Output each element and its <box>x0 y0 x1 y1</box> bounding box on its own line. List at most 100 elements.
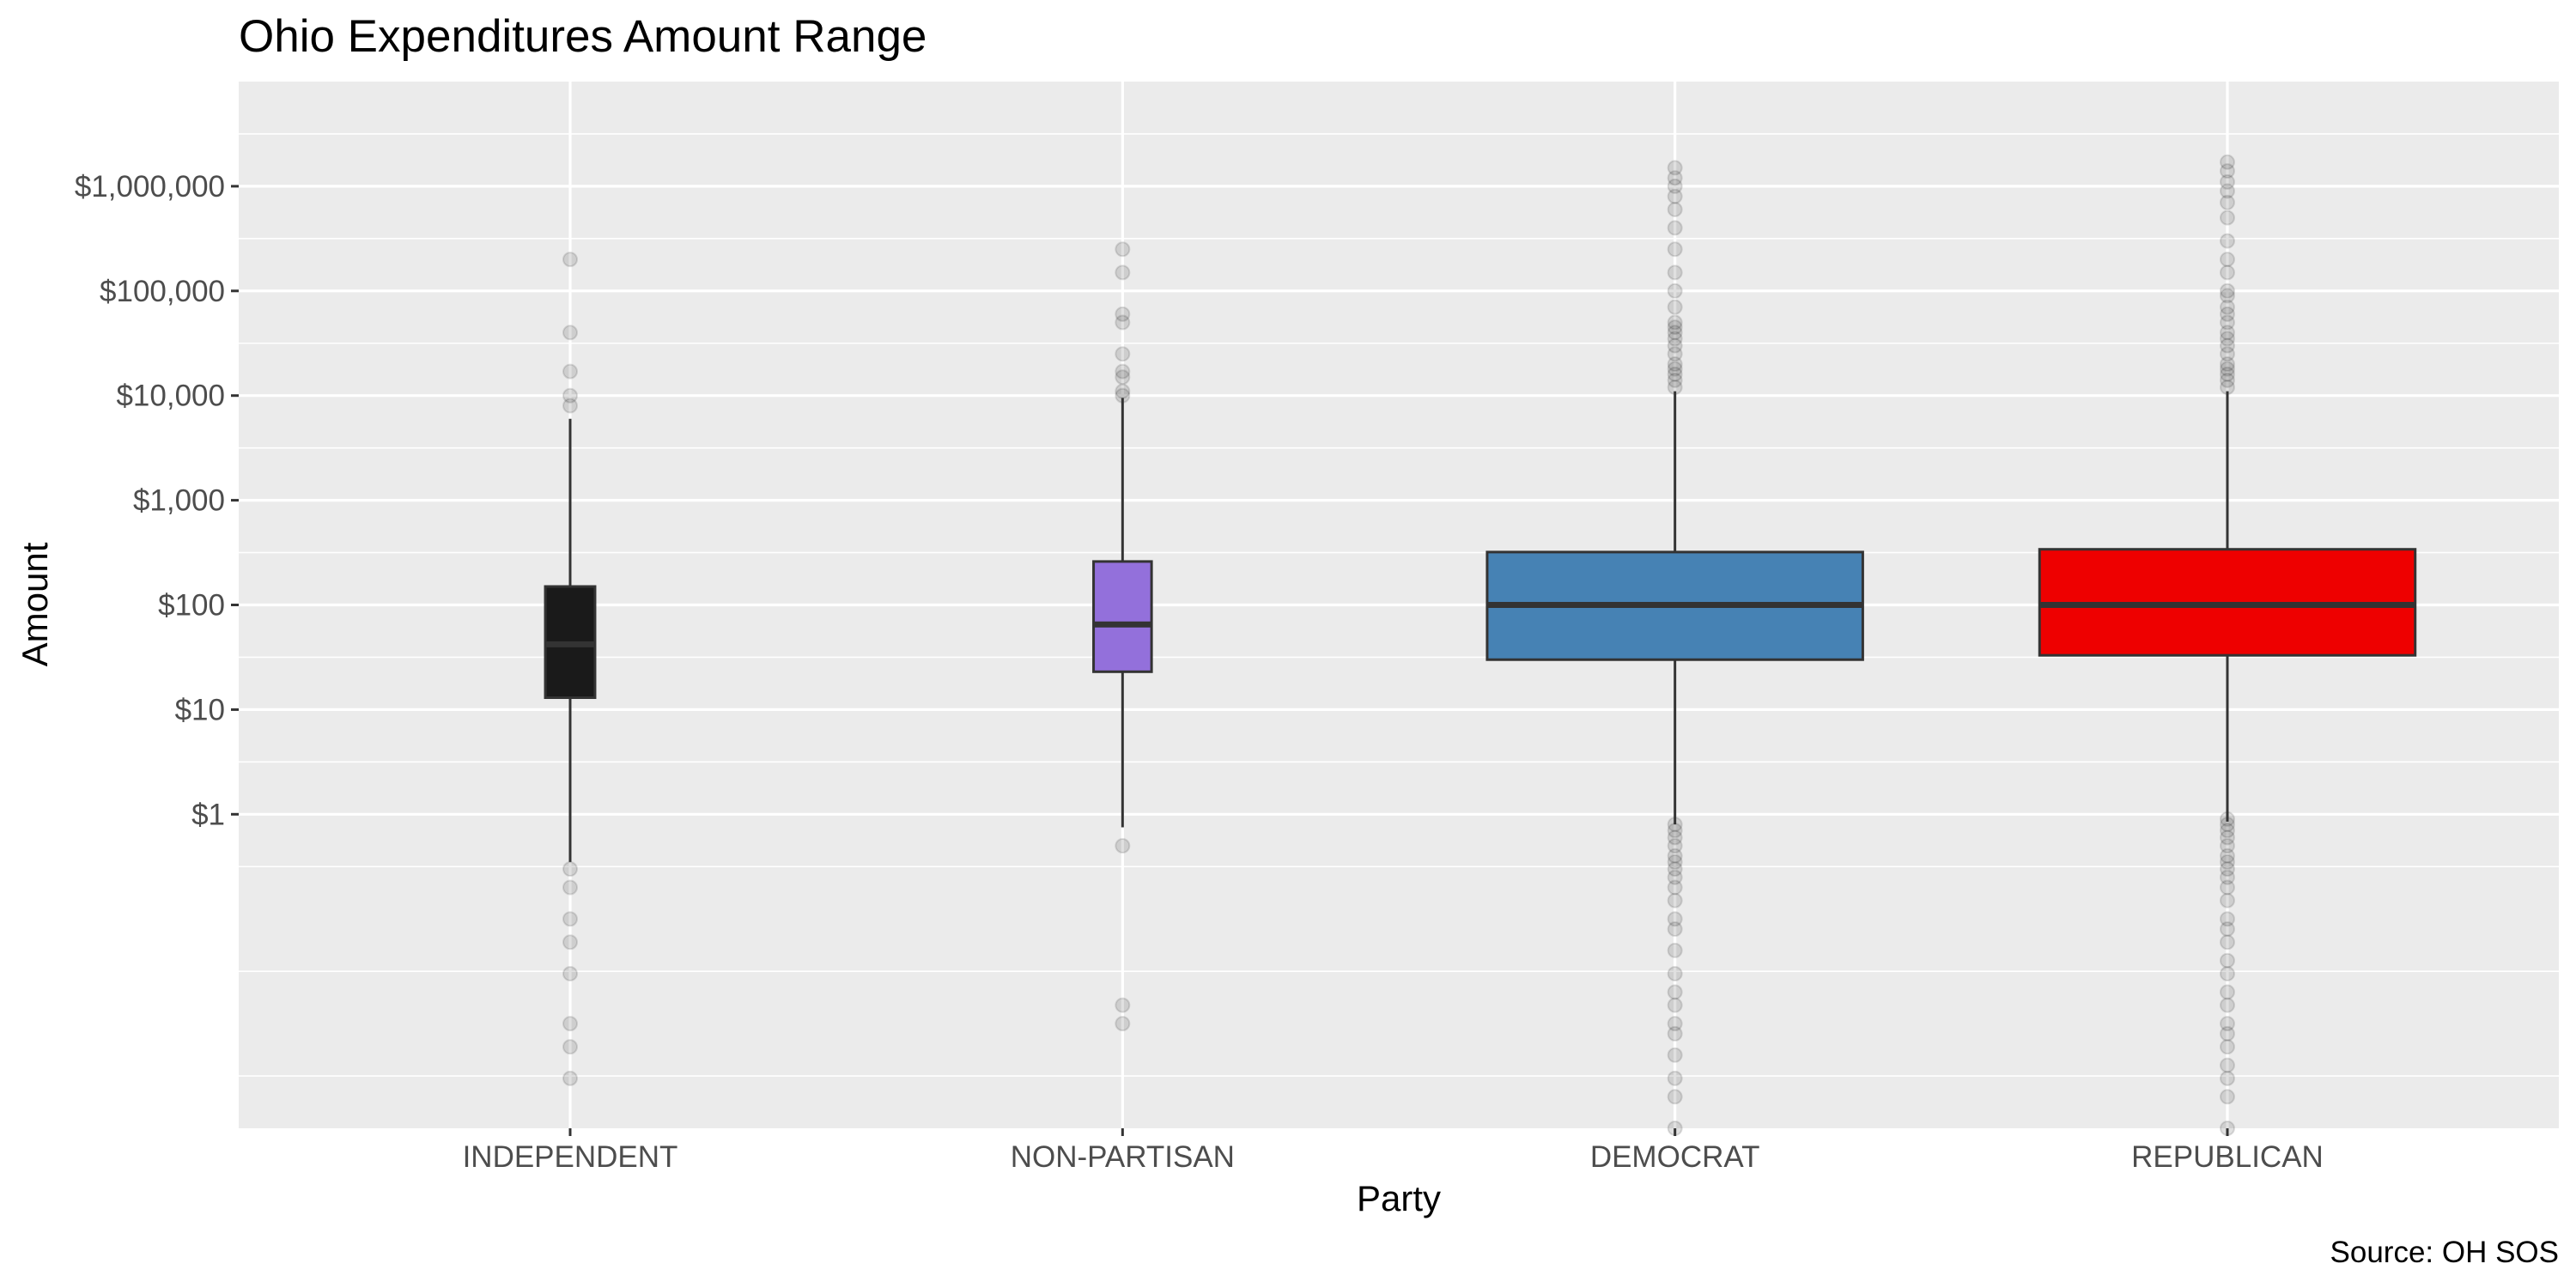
outlier-point <box>1667 241 1683 258</box>
y-axis-title: Amount <box>15 542 55 666</box>
outlier-point <box>2220 829 2235 846</box>
outlier-point <box>1115 383 1131 399</box>
chart-title: Ohio Expenditures Amount Range <box>239 11 927 62</box>
y-tick-label: $1,000,000 <box>75 170 225 204</box>
box-independent <box>544 252 597 1086</box>
outlier-point <box>562 325 578 341</box>
outlier-point <box>1667 892 1683 908</box>
outlier-point <box>2220 154 2235 170</box>
outlier-point <box>1115 314 1131 331</box>
outlier-point <box>2220 879 2235 896</box>
outlier-point <box>1115 346 1131 362</box>
x-tick-label: REPUBLICAN <box>2131 1140 2324 1174</box>
outlier-point <box>1667 372 1683 388</box>
outlier-point <box>2220 306 2235 322</box>
outlier-point <box>2220 1016 2235 1032</box>
box-republican <box>2038 154 2417 1136</box>
outlier-point <box>1667 911 1683 927</box>
outlier-point <box>1667 170 1683 186</box>
outlier-point <box>1667 869 1683 885</box>
outlier-point <box>562 387 578 404</box>
y-tick-label: $100 <box>158 589 225 623</box>
outlier-point <box>2220 283 2235 299</box>
outlier-point <box>562 1016 578 1032</box>
outlier-point <box>1667 201 1683 217</box>
outlier-point <box>2220 921 2235 938</box>
outlier-point <box>562 934 578 951</box>
outlier-point <box>1667 848 1683 864</box>
outlier-point <box>562 911 578 927</box>
outlier-point <box>1667 160 1683 176</box>
y-tick-label: $1 <box>191 798 225 831</box>
outlier-point <box>1667 337 1683 354</box>
outlier-point <box>1667 361 1683 377</box>
outlier-point <box>1667 325 1683 341</box>
outlier-point <box>1667 942 1683 958</box>
outlier-point <box>2220 823 2235 839</box>
outlier-point <box>2220 869 2235 885</box>
y-tick-label: $100,000 <box>100 275 225 308</box>
outlier-point <box>562 965 578 981</box>
outlier-point <box>2220 183 2235 199</box>
outlier-point <box>2220 1089 2235 1105</box>
outlier-point <box>1667 331 1683 347</box>
y-axis: $1 $10 $100 $1,000 $10,000 $100,000 $1,000,000 <box>75 170 239 831</box>
outlier-point <box>2220 252 2235 268</box>
gridlines <box>239 82 2559 1128</box>
outlier-point <box>1667 220 1683 236</box>
outlier-point <box>2220 372 2235 388</box>
outlier-point <box>1667 829 1683 846</box>
outlier-point <box>2220 346 2235 362</box>
x-tick-label: DEMOCRAT <box>1590 1140 1760 1174</box>
outlier-point <box>2220 892 2235 908</box>
outlier-point <box>1667 366 1683 382</box>
outlier-point <box>1115 306 1131 322</box>
outlier-point <box>562 1070 578 1086</box>
outlier-point <box>1667 178 1683 194</box>
outlier-point <box>562 252 578 268</box>
outlier-point <box>2220 356 2235 373</box>
outlier-point <box>562 1039 578 1055</box>
outlier-point <box>2220 331 2235 347</box>
outlier-point <box>2220 952 2235 969</box>
outlier-point <box>1115 837 1131 854</box>
x-tick-label: INDEPENDENT <box>463 1140 678 1174</box>
outlier-point <box>1667 921 1683 938</box>
x-tick-label: NON-PARTISAN <box>1011 1140 1235 1174</box>
outlier-point <box>562 879 578 896</box>
box-non-partisan <box>1092 241 1153 1032</box>
outlier-point <box>2220 965 2235 981</box>
chart-caption: Source: OH SOS <box>2330 1236 2559 1269</box>
iqr-box <box>1092 560 1153 673</box>
outlier-point <box>1115 363 1131 380</box>
outlier-point <box>1115 241 1131 258</box>
outlier-point <box>1115 997 1131 1013</box>
box-plots <box>544 154 2417 1136</box>
outlier-point <box>2220 837 2235 854</box>
outlier-point <box>1667 1089 1683 1105</box>
outlier-point <box>2220 210 2235 226</box>
y-tick-label: $10,000 <box>116 380 225 413</box>
outlier-point <box>2220 288 2235 304</box>
outlier-point <box>2220 366 2235 382</box>
outlier-point <box>1667 1070 1683 1086</box>
outlier-point <box>2220 911 2235 927</box>
outlier-point <box>1667 861 1683 878</box>
outlier-point <box>1667 283 1683 299</box>
outlier-point <box>1115 1016 1131 1032</box>
outlier-point <box>2220 861 2235 878</box>
outlier-point <box>1667 837 1683 854</box>
outlier-point <box>1667 854 1683 870</box>
outlier-point <box>2220 1057 2235 1073</box>
outlier-point <box>2220 361 2235 377</box>
outlier-point <box>1115 264 1131 281</box>
outlier-point <box>1667 1016 1683 1032</box>
outlier-point <box>1667 356 1683 373</box>
outlier-point <box>1667 879 1683 896</box>
outlier-point <box>2220 264 2235 281</box>
outlier-point <box>2220 233 2235 249</box>
outlier-point <box>1667 314 1683 331</box>
outlier-point <box>1667 984 1683 1000</box>
outlier-point <box>1667 188 1683 204</box>
